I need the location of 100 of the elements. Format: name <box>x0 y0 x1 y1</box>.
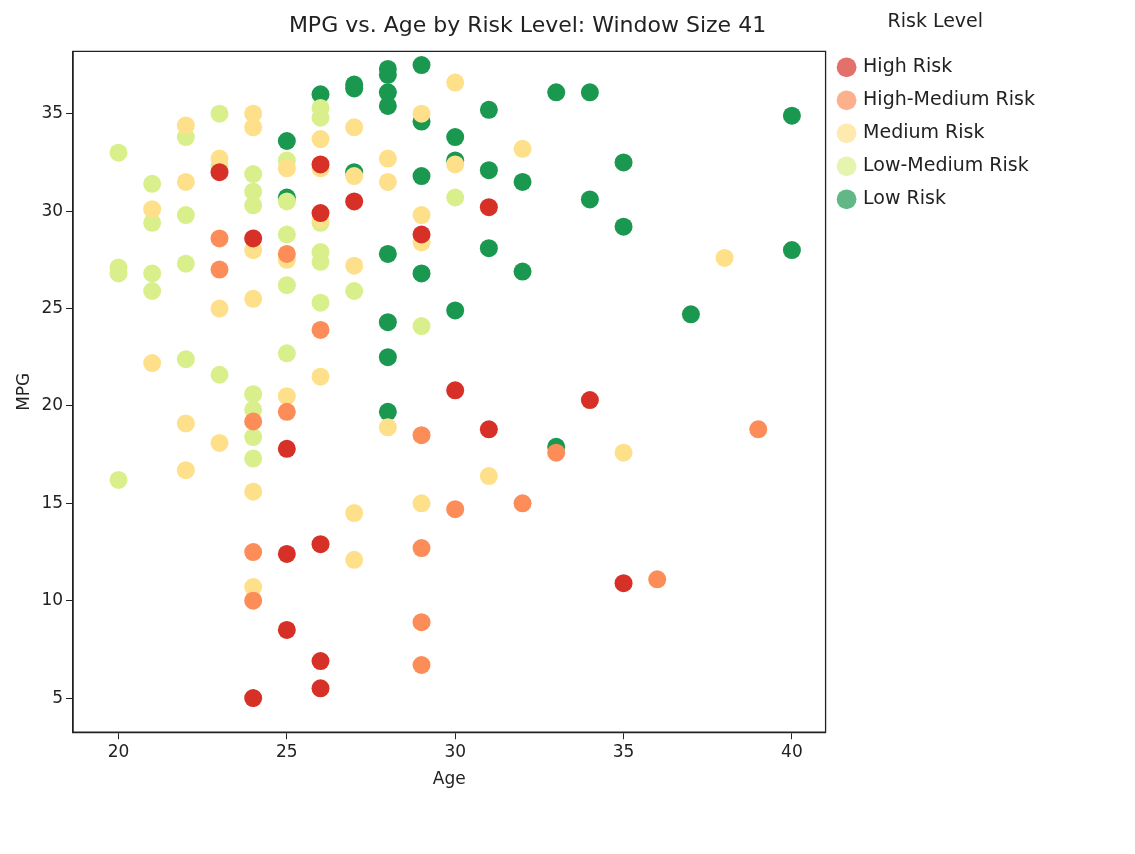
point <box>446 301 465 320</box>
point <box>681 305 700 324</box>
point <box>345 282 364 300</box>
point <box>479 100 498 119</box>
point <box>446 128 465 147</box>
point <box>244 118 263 137</box>
point <box>109 470 128 489</box>
legend-label: Medium Risk <box>863 120 985 143</box>
point <box>614 574 633 593</box>
point <box>378 149 397 168</box>
point <box>311 367 330 386</box>
point <box>210 104 229 123</box>
point <box>412 539 431 558</box>
point <box>782 241 801 260</box>
point <box>244 165 263 184</box>
point <box>412 613 431 632</box>
point <box>277 344 296 363</box>
point <box>244 428 263 447</box>
x-tick-label: 40 <box>781 740 803 761</box>
point <box>176 461 195 480</box>
chart-title: MPG vs. Age by Risk Level: Window Size 41 <box>288 11 767 37</box>
point <box>244 591 263 610</box>
point <box>277 159 296 178</box>
point <box>311 320 330 339</box>
point <box>277 244 296 263</box>
point <box>210 433 229 452</box>
point <box>345 192 364 211</box>
point <box>244 196 263 215</box>
point <box>244 482 263 501</box>
point <box>412 206 431 225</box>
point <box>614 443 633 462</box>
point <box>277 225 296 244</box>
point <box>277 544 296 563</box>
point <box>580 83 599 102</box>
point <box>311 679 330 698</box>
point <box>143 264 162 283</box>
point <box>580 190 599 209</box>
point <box>244 412 263 431</box>
point <box>614 217 633 236</box>
point <box>412 56 431 75</box>
y-tick-label: 25 <box>41 296 64 317</box>
y-tick-label: 20 <box>41 394 64 415</box>
point <box>446 500 465 519</box>
point <box>345 256 364 275</box>
y-axis-title: MPG <box>12 372 33 411</box>
point <box>446 73 465 92</box>
point <box>614 153 633 172</box>
point <box>277 439 296 458</box>
point <box>479 420 498 439</box>
y-tick-label: 35 <box>41 102 64 123</box>
x-tick-label: 30 <box>444 740 467 761</box>
point <box>244 543 263 562</box>
point <box>513 139 532 158</box>
legend-label: High-Medium Risk <box>863 87 1035 110</box>
point <box>311 652 330 671</box>
point <box>277 620 296 639</box>
point <box>513 262 532 281</box>
legend-label: Low-Medium Risk <box>863 153 1029 176</box>
point <box>446 188 465 207</box>
point <box>345 118 364 137</box>
point <box>749 420 768 439</box>
point <box>345 504 364 523</box>
x-tick-label: 20 <box>107 740 130 761</box>
point <box>513 172 532 191</box>
point <box>176 116 195 135</box>
point <box>176 254 195 273</box>
point <box>109 143 128 162</box>
point <box>446 381 465 400</box>
y-tick-label: 15 <box>41 491 64 512</box>
y-tick-label: 10 <box>41 589 64 610</box>
point <box>378 348 397 367</box>
legend-title: Risk Level <box>887 9 984 32</box>
point <box>345 167 364 186</box>
point <box>143 354 162 373</box>
point <box>513 494 532 513</box>
x-tick-label: 35 <box>612 740 635 761</box>
point <box>143 282 162 300</box>
point <box>479 467 498 486</box>
point <box>412 104 431 123</box>
point <box>277 276 296 295</box>
point <box>412 317 431 336</box>
point <box>176 172 195 191</box>
x-axis-title: Age <box>432 768 466 789</box>
point <box>210 260 229 279</box>
point <box>412 264 431 283</box>
point <box>378 172 397 191</box>
point <box>311 130 330 149</box>
point <box>412 494 431 513</box>
point <box>143 200 162 219</box>
point <box>210 229 229 248</box>
point <box>277 402 296 421</box>
point <box>547 443 566 462</box>
legend-label: Low Risk <box>863 186 946 209</box>
x-tick-label: 25 <box>276 740 298 761</box>
point <box>311 535 330 554</box>
point <box>412 656 431 674</box>
point <box>715 248 734 267</box>
y-tick-label: 5 <box>52 686 64 707</box>
point <box>378 313 397 332</box>
point <box>244 229 263 248</box>
